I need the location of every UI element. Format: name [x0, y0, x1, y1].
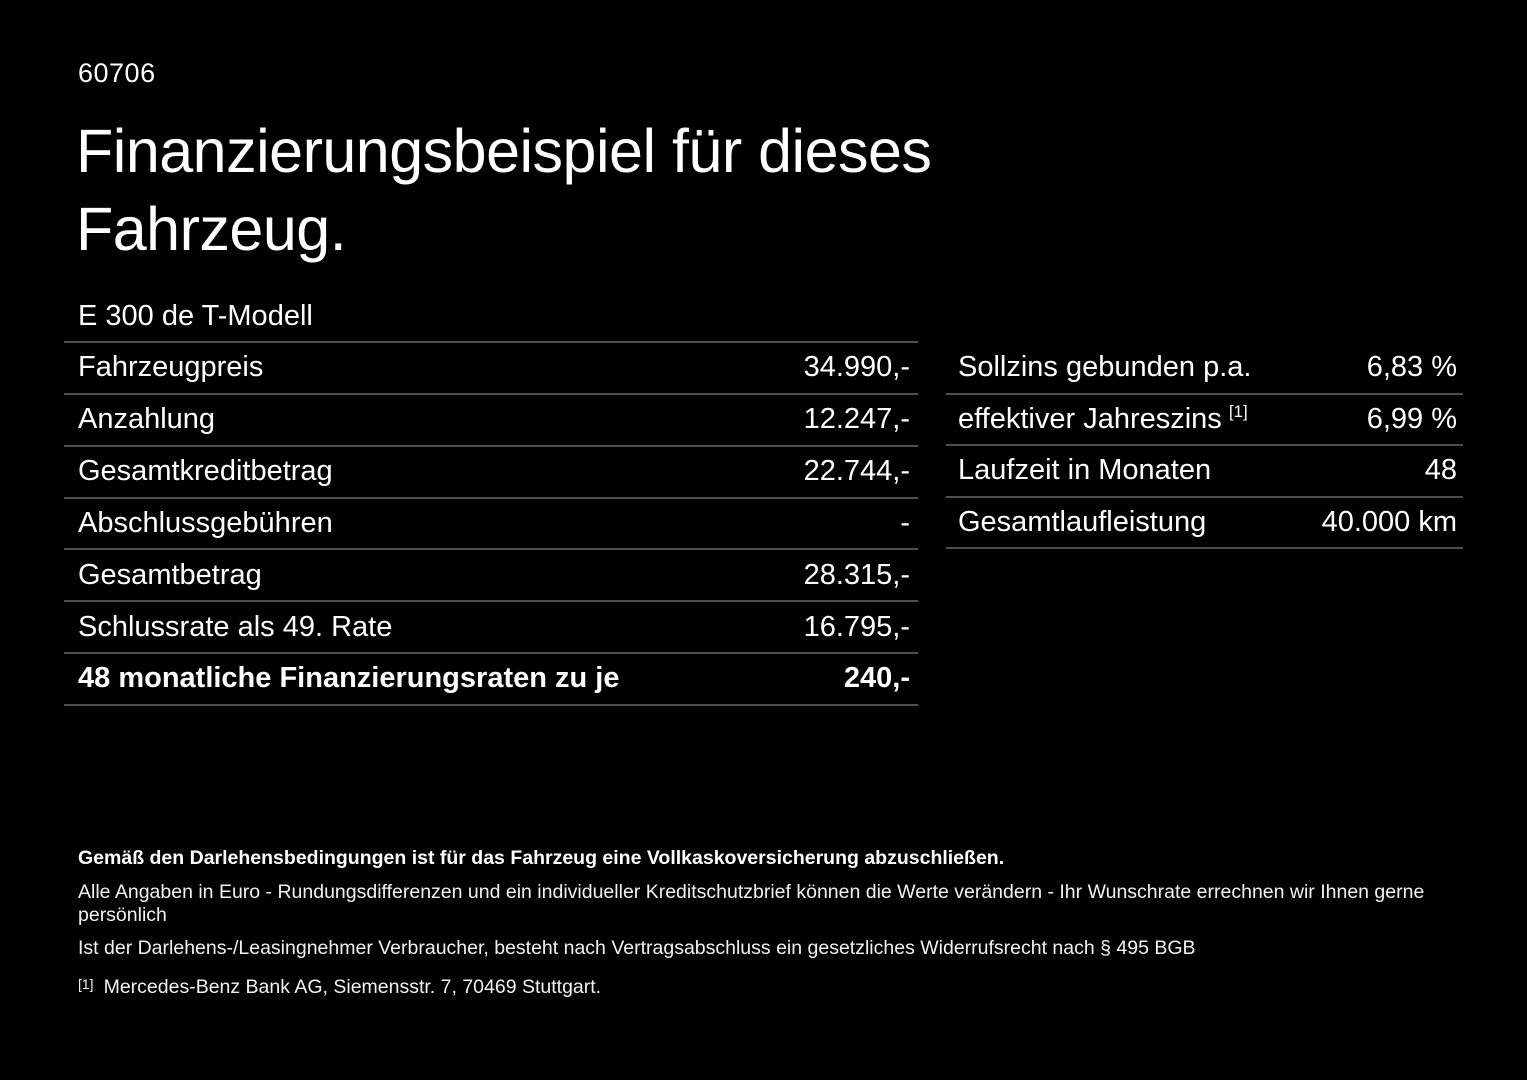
row-value: 48 — [1424, 454, 1457, 487]
conditions-table: Sollzins gebunden p.a. 6,83 % effektiver… — [946, 343, 1463, 549]
row-value: 240,- — [843, 662, 910, 695]
footnote-reference: [1] — [1228, 401, 1248, 421]
table-row: Fahrzeugpreis 34.990,- — [64, 343, 918, 395]
vehicle-model: E 300 de T-Modell — [78, 300, 313, 332]
page-title-line2: Fahrzeug. — [76, 195, 347, 263]
row-value: 22.744,- — [803, 455, 910, 488]
row-label: Sollzins gebunden p.a. — [958, 351, 1252, 384]
row-label: Gesamtlaufleistung — [958, 505, 1207, 538]
document-number: 60706 — [78, 58, 156, 88]
page-title: Finanzierungsbeispiel für dieses Fahrzeu… — [76, 112, 932, 268]
table-row: effektiver Jahreszins [1] 6,99 % — [946, 395, 1463, 446]
row-value: - — [900, 506, 910, 539]
row-label: effektiver Jahreszins [1] — [958, 401, 1248, 436]
page-title-line1: Finanzierungsbeispiel für dieses — [76, 117, 932, 185]
row-value: 16.795,- — [803, 610, 910, 643]
row-label: Gesamtkreditbetrag — [78, 455, 333, 488]
row-label: Anzahlung — [78, 403, 216, 436]
row-label-text: effektiver Jahreszins — [958, 402, 1222, 435]
table-row: Schlussrate als 49. Rate 16.795,- — [64, 602, 918, 655]
row-label: Gesamtbetrag — [78, 558, 262, 591]
row-label: Abschlussgebühren — [78, 506, 333, 539]
withdrawal-note: Ist der Darlehens-/Leasingnehmer Verbrau… — [78, 937, 1196, 959]
table-row: Sollzins gebunden p.a. 6,83 % — [946, 343, 1463, 395]
bank-footnote: [1] Mercedes-Benz Bank AG, Siemensstr. 7,… — [78, 976, 1458, 999]
row-value: 28.315,- — [803, 558, 910, 591]
table-row-monthly-rate: 48 monatliche Finanzierungsraten zu je 2… — [64, 654, 918, 706]
table-row: Anzahlung 12.247,- — [64, 395, 918, 447]
row-label: Fahrzeugpreis — [78, 351, 264, 384]
legal-footer: Gemäß den Darlehensbedingungen ist für d… — [78, 847, 1458, 999]
table-row: Laufzeit in Monaten 48 — [946, 446, 1463, 498]
table-row: Gesamtlaufleistung 40.000 km — [946, 498, 1463, 549]
row-value: 6,99 % — [1366, 402, 1457, 435]
insurance-note: Gemäß den Darlehensbedingungen ist für d… — [78, 847, 1005, 869]
row-label: Laufzeit in Monaten — [958, 454, 1212, 487]
row-label: 48 monatliche Finanzierungsraten zu je — [78, 662, 620, 695]
row-value: 6,83 % — [1366, 351, 1457, 384]
footnote-marker: [1] — [78, 976, 94, 992]
financing-table: Fahrzeugpreis 34.990,- Anzahlung 12.247,… — [64, 341, 918, 706]
table-row: Abschlussgebühren - — [64, 499, 918, 551]
row-label: Schlussrate als 49. Rate — [78, 610, 393, 643]
row-value: 40.000 km — [1321, 505, 1457, 538]
table-row: Gesamtbetrag 28.315,- — [64, 550, 918, 603]
table-row: Gesamtkreditbetrag 22.744,- — [64, 447, 918, 499]
row-value: 12.247,- — [803, 403, 910, 436]
row-value: 34.990,- — [803, 351, 910, 384]
rounding-note: Alle Angaben in Euro - Rundungsdifferenz… — [78, 881, 1425, 926]
footnote-text: Mercedes-Benz Bank AG, Siemensstr. 7, 70… — [103, 976, 602, 998]
